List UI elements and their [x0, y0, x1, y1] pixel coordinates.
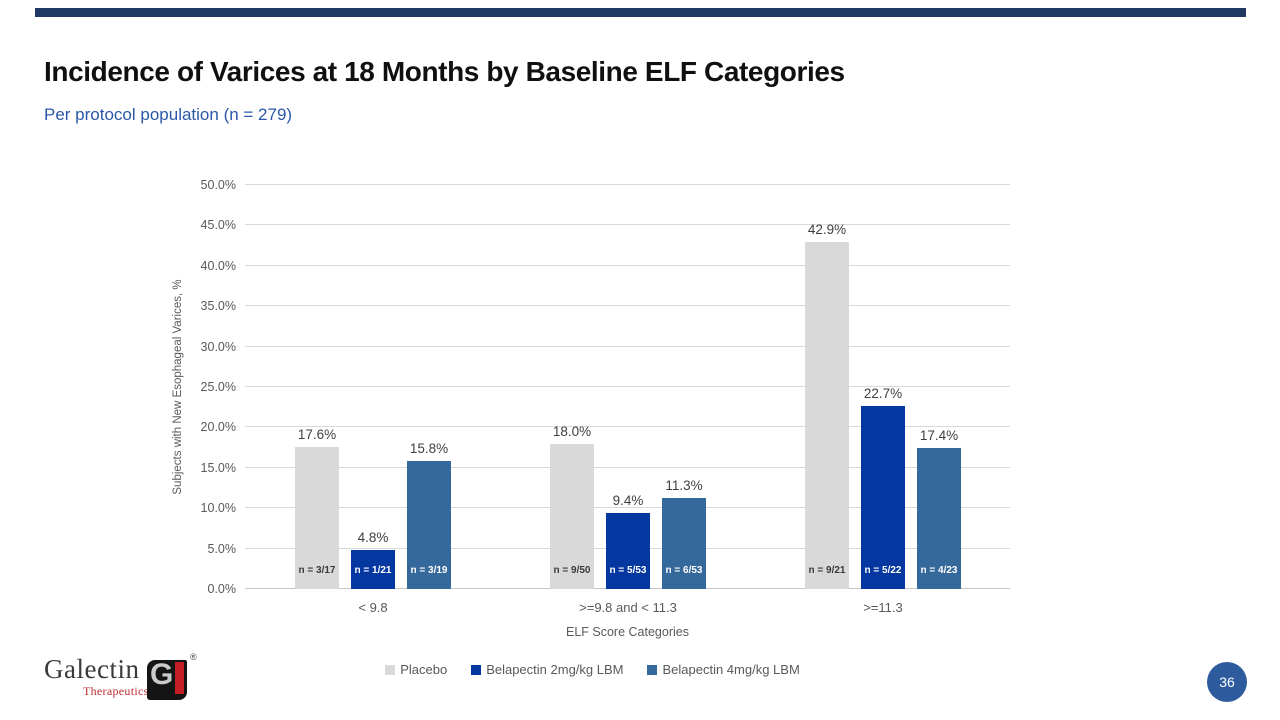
logo-wordmark: Galectin [44, 654, 140, 684]
gridline [245, 466, 1010, 468]
legend-swatch-icon [647, 665, 658, 675]
bar-n-label: n = 1/21 [354, 565, 392, 576]
bar [917, 448, 961, 589]
bar [606, 513, 650, 589]
bar-value-label: 15.8% [409, 441, 449, 457]
accent-bar [35, 8, 1246, 17]
bar-value-label: 18.0% [552, 423, 592, 439]
bar-value-label: 11.3% [665, 477, 703, 493]
legend-item: Belapectin 2mg/kg LBM [471, 662, 623, 678]
bar-n-label: n = 5/53 [609, 565, 647, 576]
chart-legend: Placebo Belapectin 2mg/kg LBM Belapectin 4… [210, 662, 975, 678]
slide-subtitle: Per protocol population (n = 279) [44, 105, 293, 124]
galectin-logo: Galectin Therapeutics G ® [42, 650, 222, 706]
x-tick-label: < 9.8 [358, 600, 388, 615]
x-tick-label: >=9.8 and < 11.3 [579, 600, 677, 615]
gridline [245, 386, 1010, 387]
y-tick-label: 30.0% [200, 339, 236, 354]
bar [407, 461, 451, 589]
bar [351, 550, 395, 589]
page-number-badge: 36 [1207, 662, 1247, 702]
bar-value-label: 42.9% [807, 222, 847, 238]
gridline [245, 184, 1010, 185]
gridline [245, 305, 1010, 307]
y-tick-label: 10.0% [200, 501, 236, 516]
logo-mark-red-bar [175, 662, 184, 694]
bar-value-label: 17.6% [297, 426, 337, 442]
y-tick-label: 40.0% [200, 258, 236, 273]
bar-n-label: n = 9/21 [808, 565, 846, 576]
y-tick-label: 0.0% [207, 582, 237, 596]
gridline [245, 507, 1010, 509]
bar-n-label: n = 5/22 [864, 565, 902, 576]
y-axis-title: Subjects with New Esophageal Varices, % [172, 279, 184, 495]
y-tick-label: 20.0% [200, 420, 236, 435]
bar [861, 405, 905, 589]
bar-n-label: n = 3/17 [298, 565, 336, 576]
legend-label: Belapectin 4mg/kg LBM [662, 662, 800, 677]
y-tick-label: 50.0% [200, 178, 236, 192]
bar-n-label: n = 3/19 [410, 565, 448, 576]
legend-item: Belapectin 4mg/kg LBM [647, 662, 800, 678]
y-tick-label: 45.0% [200, 218, 236, 233]
y-tick-label: 5.0% [207, 541, 237, 556]
legend-swatch-icon [385, 665, 396, 675]
bar [662, 497, 706, 589]
slide-title: Incidence of Varices at 18 Months by Bas… [44, 56, 845, 87]
bar-n-label: n = 6/53 [665, 565, 703, 576]
gridline [245, 224, 1010, 226]
y-tick-label: 25.0% [200, 380, 236, 394]
y-tick-label: 35.0% [200, 299, 236, 314]
logo-mark-letter: G [150, 658, 174, 691]
bar-value-label: 9.4% [612, 493, 644, 509]
x-axis-title: ELF Score Categories [566, 625, 689, 639]
bar-n-label: n = 9/50 [553, 565, 591, 576]
gridline [245, 264, 1010, 266]
galectin-gt-logo-icon: G ® [147, 652, 199, 702]
x-tick-label: >=11.3 [863, 600, 903, 615]
bar-value-label: 17.4% [919, 428, 959, 444]
legend-swatch-icon [471, 665, 482, 675]
bar-value-label: 4.8% [357, 530, 389, 546]
legend-item: Placebo [385, 662, 447, 678]
bar [295, 446, 339, 589]
logo-sub-wordmark: Therapeutics [83, 684, 149, 698]
legend-label: Placebo [400, 662, 448, 677]
registered-trademark-icon: ® [190, 652, 197, 662]
bar [805, 242, 849, 589]
bar [550, 443, 594, 589]
bar-n-label: n = 4/23 [920, 565, 958, 576]
gridline [245, 426, 1010, 428]
legend-label: Belapectin 2mg/kg LBM [486, 662, 624, 677]
y-tick-label: 15.0% [200, 460, 236, 475]
bar-value-label: 22.7% [863, 385, 903, 401]
gridline [245, 345, 1010, 347]
